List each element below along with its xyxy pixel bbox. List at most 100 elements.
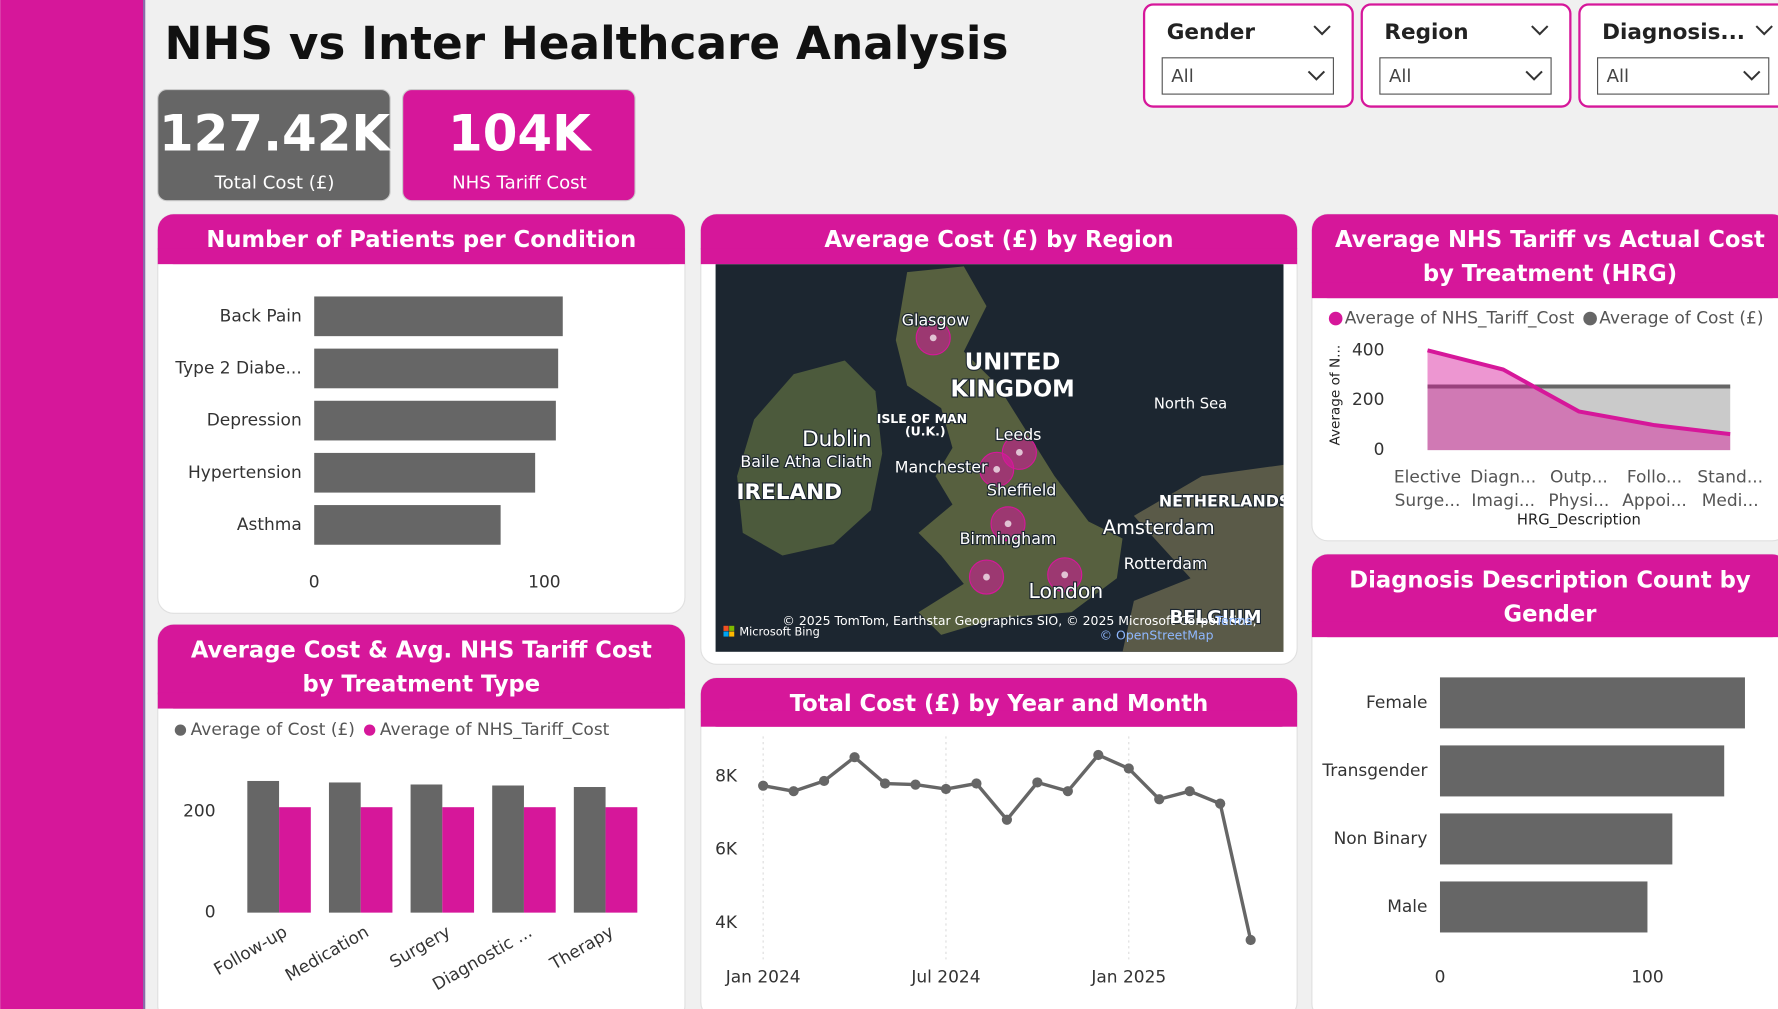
kpi-card <box>402 88 636 202</box>
bing-logo <box>723 625 729 631</box>
y-tick-label: Type 2 Diabe... <box>174 358 301 378</box>
dropdown-value: All <box>1389 66 1411 87</box>
legend-dot <box>1583 311 1597 326</box>
chevron <box>1525 70 1543 81</box>
x-tick-label: Outp... <box>1550 467 1608 487</box>
side-bar <box>0 0 144 1009</box>
slicer-label: Region <box>1384 20 1468 45</box>
dropdown-value: All <box>1607 66 1629 87</box>
point <box>1245 934 1256 946</box>
chart-title: Average Cost & Avg. NHS Tariff Cost by T… <box>190 636 652 698</box>
bar <box>279 807 311 913</box>
legend-label: Average of Cost (£) <box>191 720 355 740</box>
y-tick-label: 200 <box>183 802 215 822</box>
region-dot <box>993 465 1001 473</box>
bar <box>314 452 536 493</box>
chevron <box>1531 25 1549 36</box>
line <box>1427 348 1731 437</box>
x-tick-label: Stand... <box>1697 467 1763 487</box>
map-attribution: © 2025 TomTom, Earthstar Geographics SIO… <box>782 613 1256 628</box>
y-tick-label: Hypertension <box>188 463 302 483</box>
y-tick-label: Non Binary <box>1334 829 1428 849</box>
bar <box>492 785 524 913</box>
chart-card-title-box: Number of Patients per Condition <box>206 225 637 253</box>
dropdown-value: All <box>1171 66 1193 87</box>
point <box>1001 814 1013 825</box>
map-label: Dublin <box>802 427 872 452</box>
map-label: KINGDOM <box>950 376 1074 402</box>
europe <box>1122 464 1284 652</box>
y-tick-label: 200 <box>1352 390 1384 410</box>
x-tick-label: Medi... <box>1702 491 1759 511</box>
dropdown[interactable] <box>1597 57 1770 95</box>
map-osm: © OpenStreetMap <box>1100 628 1214 643</box>
y-tick-label: Back Pain <box>220 306 302 326</box>
ireland <box>737 360 883 556</box>
point <box>1215 798 1226 809</box>
legend-dot <box>174 724 187 736</box>
map-label: Leeds <box>995 425 1041 444</box>
x-tick-label: Appoi... <box>1622 491 1687 511</box>
legend-label: Average of NHS_Tariff_Cost <box>380 720 610 740</box>
y-tick-label: Asthma <box>237 515 302 535</box>
chevron <box>1755 25 1773 36</box>
chart-card-header-base <box>157 692 685 709</box>
region-dot <box>983 573 990 581</box>
page-title: NHS vs Inter Healthcare Analysis <box>165 17 1009 70</box>
map-label: BELGIUM <box>1169 607 1261 628</box>
dropdown[interactable] <box>1379 57 1552 95</box>
bar <box>328 782 361 913</box>
x-tick-label: 100 <box>1631 967 1663 987</box>
x-tick-label: 0 <box>1435 967 1446 987</box>
map-label: UNITED <box>965 349 1061 375</box>
dropdown[interactable] <box>1161 57 1334 95</box>
region-dot <box>1015 448 1023 456</box>
bing-logo <box>729 631 735 637</box>
x-tick-label: Jan 2024 <box>725 968 801 988</box>
point <box>758 780 769 791</box>
point <box>910 779 921 790</box>
point <box>1032 777 1043 788</box>
map-label: Amsterdam <box>1103 516 1215 539</box>
bar <box>314 296 563 337</box>
bar <box>1439 813 1673 865</box>
chart-card-header-base <box>700 710 1298 727</box>
chart-title: Average Cost (£) by Region <box>824 225 1174 253</box>
bar <box>314 505 501 545</box>
y-tick-label: 4K <box>715 913 738 933</box>
bar <box>523 807 556 913</box>
bar <box>247 780 280 913</box>
chart-card-header <box>1311 554 1778 638</box>
kpi-card <box>157 88 391 202</box>
chart-card-header <box>157 624 685 709</box>
map-label: Sheffield <box>987 480 1056 499</box>
map-label: Rotterdam <box>1124 554 1208 573</box>
map-card-header-base <box>700 248 1298 265</box>
map-terms: Terms <box>1215 613 1253 628</box>
chevron <box>1307 70 1326 81</box>
point <box>1184 786 1195 797</box>
legend-dot <box>1328 311 1343 326</box>
kpi-label: NHS Tariff Cost <box>452 173 587 194</box>
kpi-value: 104K <box>448 105 593 163</box>
y-tick-label: 0 <box>1374 440 1385 460</box>
chart-card-header <box>1311 214 1778 299</box>
point <box>879 778 891 789</box>
map-label: Birmingham <box>960 529 1057 548</box>
point <box>1123 763 1134 774</box>
region-dot <box>1004 520 1012 528</box>
region-dot <box>929 334 937 342</box>
y-tick-label: Transgender <box>1321 761 1427 781</box>
point <box>849 752 860 763</box>
point <box>1062 786 1073 797</box>
map-label: Baile Atha Cliath <box>740 452 872 471</box>
chart-card-title-box: Total Cost (£) by Year and Month <box>790 689 1209 716</box>
legend-dot <box>363 724 376 736</box>
y-tick-label: 8K <box>715 767 738 787</box>
y-tick-label: Depression <box>207 411 302 431</box>
chart-title: Number of Patients per Condition <box>206 225 637 253</box>
chart-card <box>700 677 1298 1009</box>
map-label: (U.K.) <box>905 423 946 438</box>
